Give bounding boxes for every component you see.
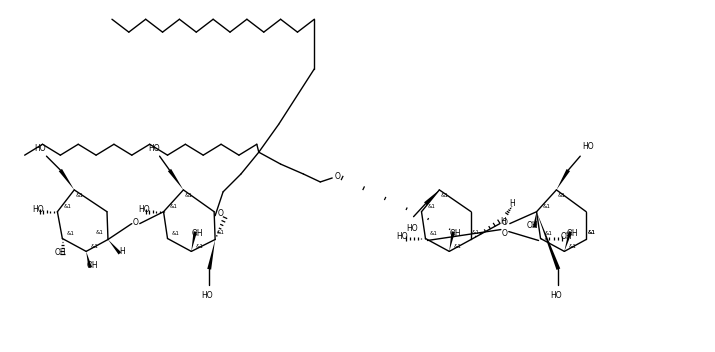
Text: HO: HO bbox=[551, 290, 562, 300]
Text: OH: OH bbox=[527, 221, 538, 230]
Text: OH: OH bbox=[566, 229, 578, 238]
Text: &1: &1 bbox=[96, 230, 104, 235]
Text: HO: HO bbox=[148, 144, 159, 153]
Text: H: H bbox=[500, 217, 506, 226]
Text: &1: &1 bbox=[453, 244, 461, 249]
Text: HO: HO bbox=[396, 232, 408, 241]
Polygon shape bbox=[556, 169, 570, 190]
Text: &1: &1 bbox=[568, 244, 576, 249]
Polygon shape bbox=[87, 251, 92, 268]
Polygon shape bbox=[192, 231, 197, 251]
Polygon shape bbox=[533, 212, 536, 228]
Text: O: O bbox=[502, 229, 508, 238]
Text: OH: OH bbox=[561, 232, 572, 241]
Text: &1: &1 bbox=[587, 230, 595, 235]
Text: OH: OH bbox=[87, 261, 98, 270]
Text: &1: &1 bbox=[587, 230, 595, 235]
Text: &1: &1 bbox=[195, 244, 203, 249]
Text: &1: &1 bbox=[558, 193, 566, 198]
Polygon shape bbox=[449, 231, 455, 251]
Polygon shape bbox=[59, 169, 74, 190]
Text: &1: &1 bbox=[472, 230, 480, 235]
Text: O: O bbox=[502, 218, 508, 227]
Text: HO: HO bbox=[405, 224, 418, 233]
Text: &1: &1 bbox=[75, 193, 83, 198]
Polygon shape bbox=[424, 190, 439, 205]
Text: HO: HO bbox=[35, 144, 46, 153]
Text: &1: &1 bbox=[440, 193, 448, 198]
Text: &1: &1 bbox=[543, 204, 551, 209]
Polygon shape bbox=[108, 239, 122, 254]
Text: HO: HO bbox=[32, 205, 44, 214]
Text: HO: HO bbox=[202, 290, 213, 300]
Text: HO: HO bbox=[582, 142, 594, 151]
Text: OH: OH bbox=[54, 248, 66, 257]
Text: &1: &1 bbox=[428, 204, 435, 209]
Polygon shape bbox=[207, 239, 215, 270]
Text: H: H bbox=[509, 199, 515, 208]
Polygon shape bbox=[564, 231, 572, 251]
Text: &1: &1 bbox=[216, 230, 224, 235]
Text: &1: &1 bbox=[169, 204, 177, 209]
Text: &1: &1 bbox=[64, 204, 72, 209]
Text: HO: HO bbox=[138, 205, 149, 214]
Text: O: O bbox=[217, 209, 223, 218]
Polygon shape bbox=[168, 169, 183, 190]
Polygon shape bbox=[536, 212, 561, 270]
Text: O: O bbox=[133, 218, 139, 227]
Text: OH: OH bbox=[450, 229, 461, 238]
Text: O: O bbox=[334, 172, 340, 182]
Text: &1: &1 bbox=[90, 244, 98, 249]
Text: &1: &1 bbox=[545, 231, 553, 236]
Text: OH: OH bbox=[192, 229, 203, 238]
Text: &1: &1 bbox=[172, 231, 179, 236]
Text: &1: &1 bbox=[66, 231, 74, 236]
Text: H: H bbox=[119, 247, 124, 256]
Text: &1: &1 bbox=[184, 193, 192, 198]
Text: &1: &1 bbox=[430, 231, 438, 236]
